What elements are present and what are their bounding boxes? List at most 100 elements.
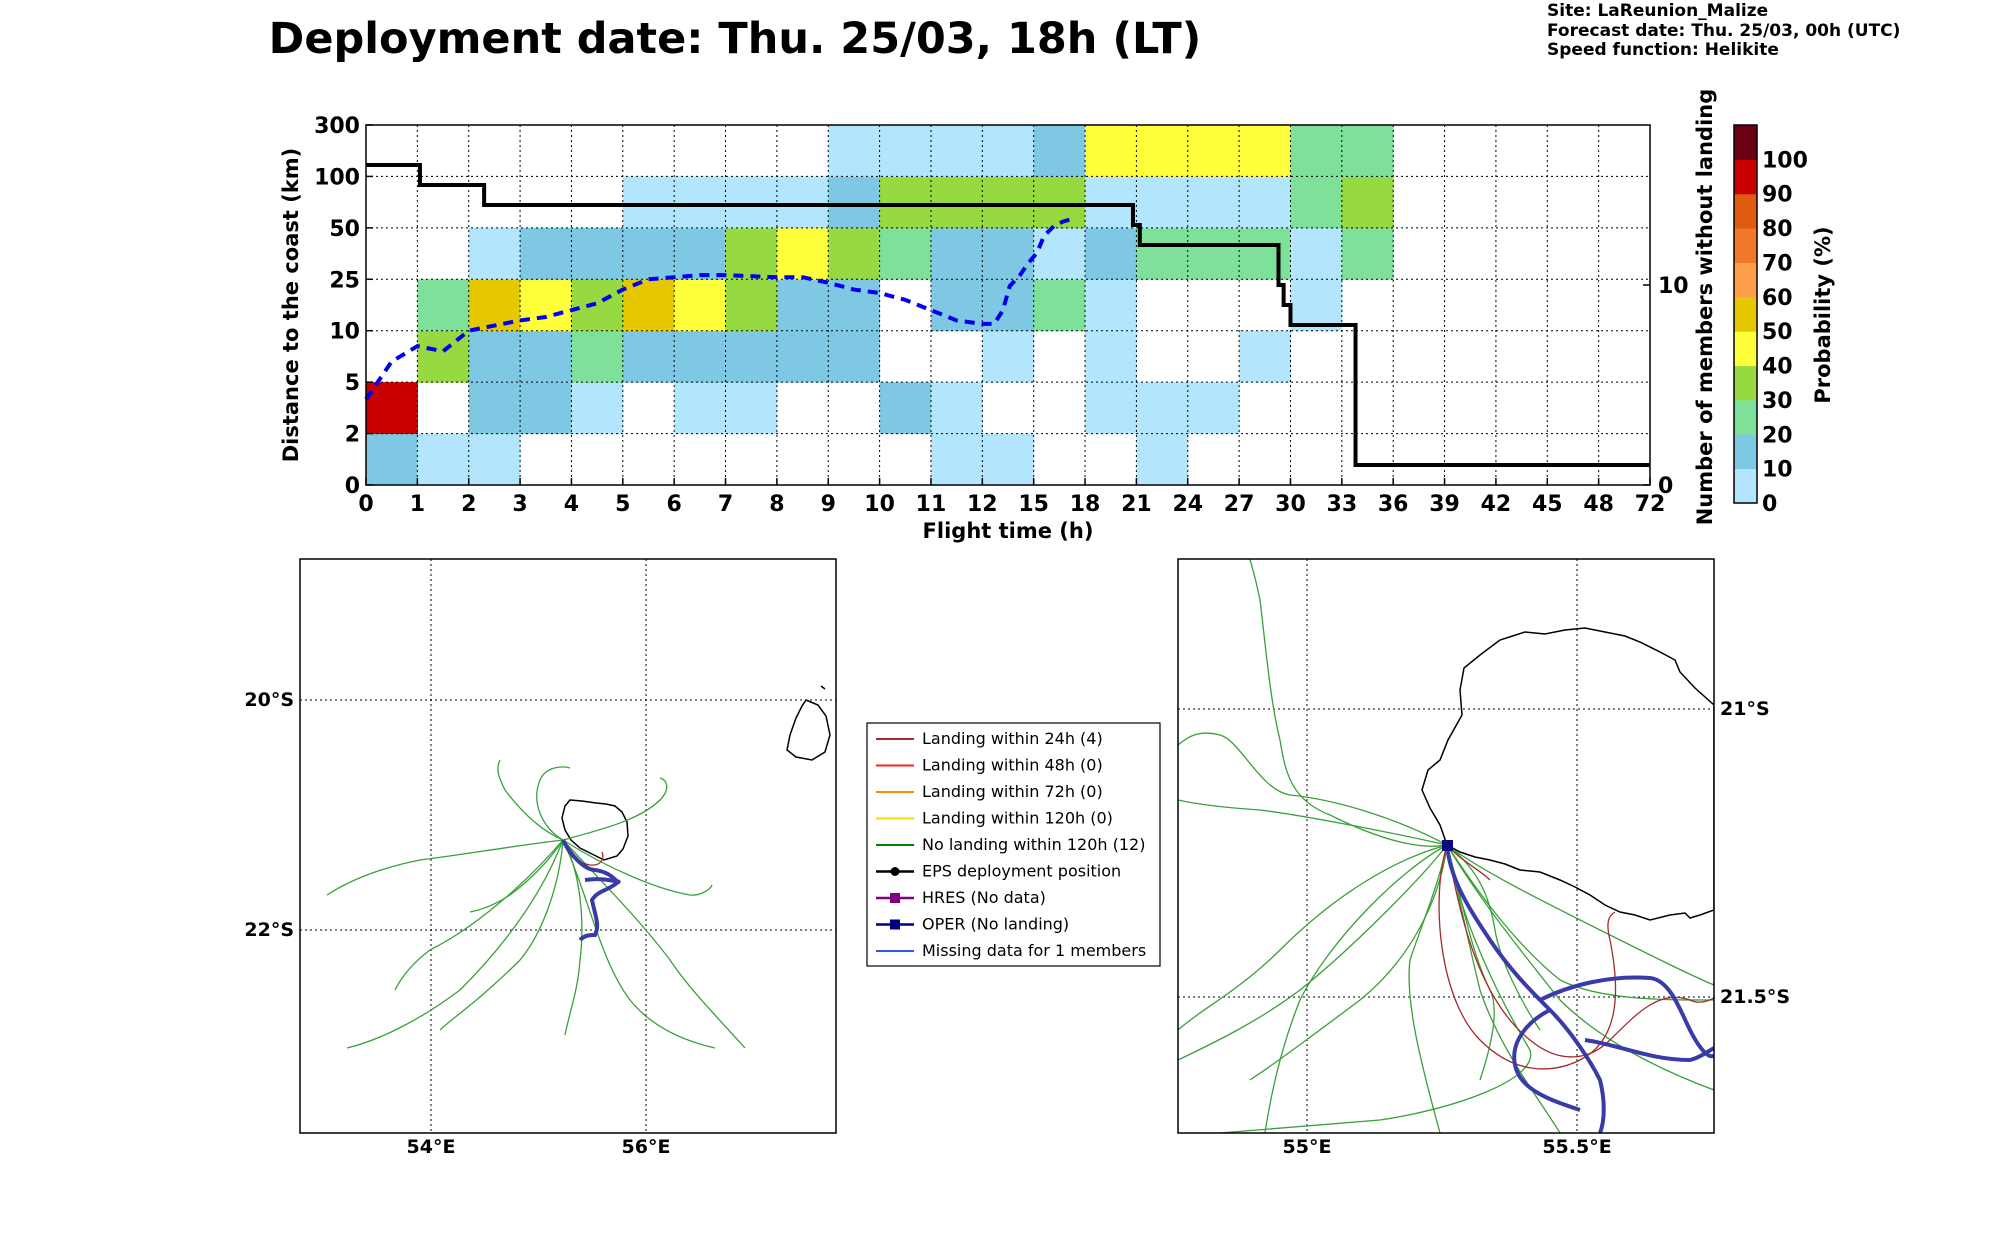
heatmap-cell (930, 382, 983, 435)
forecast-date: Forecast date: Thu. 25/03, 00h (UTC) (1547, 20, 1901, 41)
heatmap-cell (828, 125, 881, 177)
legend-item-label: Landing within 48h (0) (922, 756, 1103, 775)
speed-function: Speed function: Helikite (1547, 40, 1779, 60)
y-tick-label: 25 (329, 268, 360, 293)
legend-frame (866, 722, 1161, 967)
zoom-map-lat-tick-215: 21.5°S (1720, 986, 1790, 1008)
heatmap-cell (366, 382, 418, 435)
heatmap-cell (1239, 227, 1291, 280)
heatmap-cell (776, 227, 829, 280)
y-tick-label: 100 (314, 165, 360, 190)
reunion-island-outline (561, 799, 629, 861)
y2-axis-label: Number of members without landing (1693, 89, 1717, 526)
colorbar-swatch (1734, 331, 1757, 367)
legend-item-label: Landing within 72h (0) (922, 782, 1103, 801)
heatmap-cell (1085, 330, 1137, 383)
heatmap-cell (1239, 125, 1291, 177)
regional-map-lon-tick-56: 56°E (622, 1136, 671, 1158)
heatmap-frame (365, 124, 1651, 486)
legend-item-label: Landing within 120h (0) (922, 809, 1113, 828)
legend-item: Landing within 120h (0) (876, 809, 1113, 828)
colorbar-swatch (1734, 228, 1757, 263)
heatmap-cell (1085, 227, 1137, 280)
heatmap-cell (930, 125, 983, 177)
y-tick-label: 2 (345, 423, 360, 448)
colorbar-swatch (1734, 159, 1757, 195)
legend-item-label: No landing within 120h (12) (922, 835, 1145, 854)
heatmap-cell (674, 176, 727, 229)
regional-map-oper-track (561, 839, 622, 942)
heatmap-cell (776, 279, 829, 332)
heatmap-cell (1187, 125, 1240, 177)
x-axis-ticks: 0 1 2 3 4 5 6 7 8 9 10 11 12 15 18 21 24 27 30 33 36 39 42 45 48… (358, 478, 1665, 517)
heatmap-cell (930, 433, 983, 486)
regional-map-graticule (300, 559, 836, 1133)
colorbar-tick-label: 30 (1762, 389, 1793, 414)
reunion-coast-outline (1421, 627, 1714, 921)
heatmap-cell (468, 433, 521, 486)
colorbar-swatch (1734, 193, 1757, 229)
x-tick-label: 33 (1327, 492, 1358, 517)
page-title: Deployment date: Thu. 25/03, 18h (LT) (268, 14, 1202, 64)
colorbar-tick-label: 20 (1762, 423, 1793, 448)
colorbar-tick-label: 50 (1762, 320, 1793, 345)
x-tick-label: 2 (461, 492, 476, 517)
heatmap-cell (982, 330, 1035, 383)
legend-item-label: Missing data for 1 members (922, 941, 1146, 960)
legend-item-label: HRES (No data) (922, 888, 1046, 907)
legend-item-label: OPER (No landing) (922, 915, 1069, 934)
heatmap-cell (725, 330, 778, 383)
heatmap-cell (417, 433, 470, 486)
heatmap-cell (930, 279, 983, 332)
heatmap-cell (982, 125, 1035, 177)
legend-item: HRES (No data) (876, 888, 1046, 907)
colorbar-ticks: 0 10 20 30 40 50 60 70 80 90 100 (1762, 148, 1808, 517)
heatmap-cell (1290, 125, 1343, 177)
heatmap-cell (468, 382, 521, 435)
heatmap-cell (1341, 176, 1394, 229)
heatmap-cell (879, 176, 932, 229)
x-tick-label: 42 (1481, 492, 1512, 517)
zoom-map-lon-tick-55: 55°E (1283, 1136, 1332, 1158)
colorbar: 0 10 20 30 40 50 60 70 80 90 100 Probability (%) (1733, 124, 1835, 517)
heatmap-cell (725, 382, 778, 435)
x-tick-label: 48 (1583, 492, 1614, 517)
colorbar-swatch (1734, 296, 1757, 332)
heatmap-cell (982, 176, 1035, 229)
y-tick-label: 5 (345, 371, 360, 396)
regional-map-no-landing-tracks (326, 759, 746, 1049)
x-tick-label: 24 (1172, 492, 1203, 517)
mauritius-island-outline (786, 699, 831, 761)
heatmap-cell (1341, 227, 1394, 280)
heatmap-cell (1187, 176, 1240, 229)
map-legend: Landing within 24h (4) Landing within 48h… (866, 722, 1161, 967)
x-tick-label: 10 (864, 492, 895, 517)
y2-tick-label: 10 (1658, 274, 1689, 299)
legend-item: EPS deployment position (876, 862, 1121, 881)
y2-axis-ticks: 0 10 (1643, 274, 1689, 499)
heatmap-cell (571, 330, 624, 383)
heatmap-cell (1136, 125, 1189, 177)
y-tick-label: 50 (329, 217, 360, 242)
x-tick-label: 3 (512, 492, 527, 517)
members-without-landing-line (366, 163, 1650, 467)
heatmap-cell (1187, 382, 1240, 435)
x-tick-label: 6 (667, 492, 682, 517)
heatmap-cell (417, 279, 470, 332)
x-tick-label: 12 (967, 492, 998, 517)
colorbar-swatch (1734, 262, 1757, 298)
heatmap-cell (1136, 176, 1189, 229)
zoom-map-no-landing-tracks (1178, 559, 1714, 1133)
heatmap-cell (1033, 125, 1086, 177)
heatmap-cell (468, 330, 521, 383)
colorbar-frame (1733, 124, 1758, 504)
colorbar-swatch (1734, 125, 1757, 160)
heatmap-cell (725, 227, 778, 280)
heatmap-cell (468, 227, 521, 280)
heatmap-cell (776, 176, 829, 229)
heatmap-cell (982, 227, 1035, 280)
heatmap-cell (1239, 330, 1291, 383)
heatmap-cell (571, 227, 624, 280)
legend-item: Missing data for 1 members (876, 941, 1146, 960)
x-tick-label: 21 (1121, 492, 1152, 517)
